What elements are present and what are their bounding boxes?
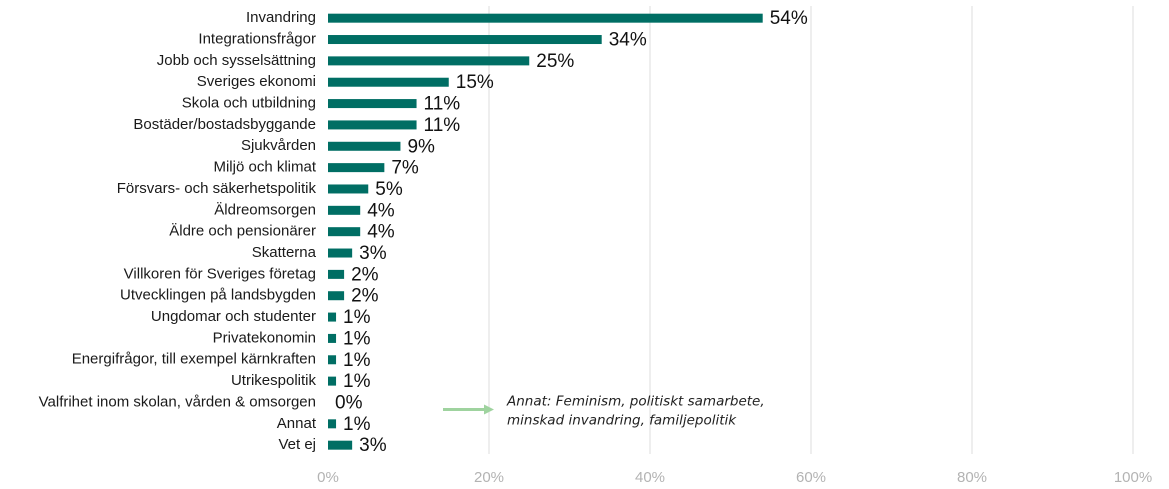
value-label-aldreomsorgen: 4% — [367, 200, 395, 221]
category-label-ungdomar-och-studenter: Ungdomar och studenter — [151, 308, 316, 325]
x-axis-ticks: 0% 20% 40% 60% 80% 100% — [317, 469, 1152, 486]
bar-miljo-och-klimat — [328, 163, 385, 173]
value-label-aldre-och-pensionarer: 4% — [367, 222, 395, 243]
value-label-vet-ej: 3% — [359, 435, 387, 456]
bar-vet-ej — [328, 440, 353, 450]
bar-annat — [328, 419, 337, 429]
value-label-integrationsfragor: 34% — [609, 30, 647, 51]
value-label-sveriges-ekonomi: 15% — [456, 72, 494, 93]
value-label-ungdomar-och-studenter: 1% — [343, 307, 371, 328]
bar-energifragor-till-exempel-karnkraften — [328, 355, 337, 365]
value-labels: 54%34%25%15%11%11%9%7%5%4%4%3%2%2%1%1%1%… — [335, 8, 808, 456]
value-label-jobb-och-sysselsattning: 25% — [536, 51, 574, 72]
category-label-energifragor-till-exempel-karnkraften: Energifrågor, till exempel kärnkraften — [72, 351, 316, 368]
value-label-villkoren-for-sveriges-foretag: 2% — [351, 264, 379, 285]
value-label-utrikespolitik: 1% — [343, 371, 371, 392]
annotation-line-2: minskad invandring, familjepolitik — [507, 412, 737, 428]
bar-skola-och-utbildning — [328, 99, 417, 109]
category-labels: Invandring Integrationsfrågor Jobb och sys… — [39, 9, 317, 453]
bar-ungdomar-och-studenter — [328, 312, 337, 322]
value-label-utvecklingen-pa-landsbygden: 2% — [351, 286, 379, 307]
value-label-energifragor-till-exempel-karnkraften: 1% — [343, 350, 371, 371]
bar-jobb-och-sysselsattning — [328, 56, 530, 66]
gridlines — [488, 6, 1134, 454]
bar-sveriges-ekonomi — [328, 77, 449, 87]
bar-sjukvarden — [328, 141, 401, 151]
bar-utrikespolitik — [328, 376, 337, 386]
value-label-sjukvarden: 9% — [407, 136, 435, 157]
value-label-bostader-bostadsbyggande: 11% — [424, 115, 461, 136]
category-label-valfrihet-inom-skolan-varden-omsorgen: Valfrihet inom skolan, vården & omsorgen — [39, 393, 316, 410]
category-label-bostader-bostadsbyggande: Bostäder/bostadsbyggande — [133, 116, 316, 133]
bar-integrationsfragor — [328, 35, 602, 45]
bar-invandring — [328, 13, 763, 23]
category-label-integrationsfragor: Integrationsfrågor — [198, 30, 316, 47]
bar-aldreomsorgen — [328, 205, 361, 215]
annotation: Annat: Feminism, politiskt samarbete, mi… — [443, 393, 765, 428]
x-tick-label-20: 20% — [474, 469, 504, 486]
value-label-skola-och-utbildning: 11% — [424, 94, 461, 115]
bar-villkoren-for-sveriges-foretag — [328, 269, 345, 279]
category-label-skatterna: Skatterna — [252, 244, 317, 261]
x-tick-label-40: 40% — [635, 469, 665, 486]
x-tick-label-0: 0% — [317, 469, 339, 486]
value-label-miljo-och-klimat: 7% — [391, 158, 419, 179]
category-label-vet-ej: Vet ej — [278, 436, 316, 453]
category-label-jobb-och-sysselsattning: Jobb och sysselsättning — [157, 52, 316, 69]
bar-privatekonomin — [328, 333, 337, 343]
category-label-villkoren-for-sveriges-foretag: Villkoren för Sveriges företag — [124, 265, 316, 282]
bars — [328, 13, 763, 450]
bar-utvecklingen-pa-landsbygden — [328, 291, 345, 301]
value-label-valfrihet-inom-skolan-varden-omsorgen: 0% — [335, 392, 363, 413]
annotation-arrow-head — [484, 404, 494, 415]
category-label-annat: Annat — [277, 415, 317, 432]
value-label-invandring: 54% — [770, 8, 808, 29]
x-tick-label-80: 80% — [957, 469, 987, 486]
category-label-utvecklingen-pa-landsbygden: Utvecklingen på landsbygden — [120, 287, 316, 304]
category-label-sveriges-ekonomi: Sveriges ekonomi — [197, 73, 316, 90]
value-label-forsvars-och-sakerhetspolitik: 5% — [375, 179, 403, 200]
category-label-privatekonomin: Privatekonomin — [213, 329, 316, 346]
value-label-annat: 1% — [343, 414, 371, 435]
bar-forsvars-och-sakerhetspolitik — [328, 184, 369, 194]
x-tick-label-100: 100% — [1114, 469, 1152, 486]
bar-bostader-bostadsbyggande — [328, 120, 417, 130]
bar-skatterna — [328, 248, 353, 258]
category-label-sjukvarden: Sjukvården — [241, 137, 316, 154]
x-tick-label-60: 60% — [796, 469, 826, 486]
category-label-miljo-och-klimat: Miljö och klimat — [213, 159, 316, 176]
category-label-aldre-och-pensionarer: Äldre och pensionärer — [169, 223, 316, 240]
value-label-skatterna: 3% — [359, 243, 387, 264]
bar-aldre-och-pensionarer — [328, 227, 361, 237]
category-label-utrikespolitik: Utrikespolitik — [231, 372, 317, 389]
category-label-aldreomsorgen: Äldreomsorgen — [214, 201, 316, 218]
category-label-forsvars-och-sakerhetspolitik: Försvars- och säkerhetspolitik — [117, 180, 317, 197]
annotation-line-1: Annat: Feminism, politiskt samarbete, — [506, 393, 765, 409]
category-label-skola-och-utbildning: Skola och utbildning — [182, 95, 316, 112]
category-label-invandring: Invandring — [246, 9, 316, 26]
value-label-privatekonomin: 1% — [343, 328, 371, 349]
